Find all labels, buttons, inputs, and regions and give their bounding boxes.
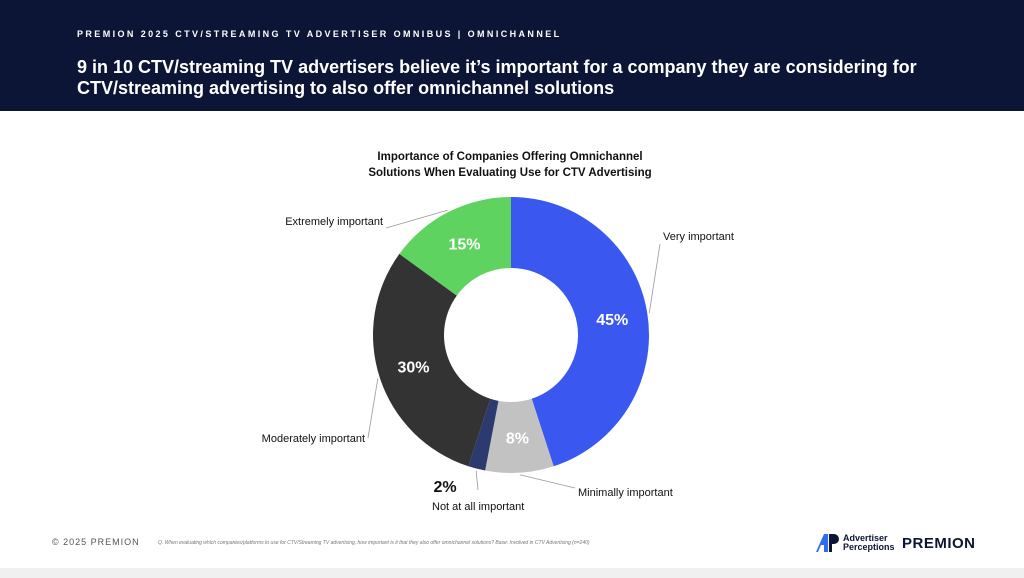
- slice-value-label: 8%: [506, 430, 529, 447]
- category-label: Moderately important: [262, 433, 365, 445]
- eyebrow-title: PREMION 2025 CTV/STREAMING TV ADVERTISER…: [77, 29, 562, 39]
- advertiser-perceptions-logo: Advertiser Perceptions: [815, 533, 895, 553]
- leader-line: [519, 474, 576, 489]
- copyright: © 2025 PREMION: [52, 537, 140, 547]
- ap-logo-line2: Perceptions: [843, 542, 895, 552]
- donut-slice-minimally-important: [485, 398, 554, 473]
- chart-title: Importance of Companies Offering Omnicha…: [368, 151, 652, 179]
- header-banner: PREMION 2025 CTV/STREAMING TV ADVERTISER…: [0, 0, 1024, 111]
- donut-slice-very-important: [511, 197, 649, 467]
- donut-slice-moderately-important: [372, 253, 491, 467]
- headline: 9 in 10 CTV/streaming TV advertisers bel…: [77, 57, 917, 98]
- leader-line: [367, 378, 379, 439]
- slice-value-label: 30%: [398, 360, 430, 377]
- donut-slice-not-at-all-important: [468, 398, 499, 471]
- category-label: Extremely important: [285, 216, 383, 228]
- leader-line: [385, 209, 448, 229]
- donut-slice-extremely-important: [399, 197, 511, 296]
- category-label: Minimally important: [578, 487, 673, 499]
- footnote: Q. When evaluating which companies/platf…: [158, 540, 590, 546]
- category-label: Very important: [663, 231, 734, 243]
- slice-value-label: 2%: [433, 479, 456, 496]
- category-label: Not at all important: [432, 501, 524, 513]
- leader-line: [648, 243, 661, 314]
- premion-logo: PREMION: [902, 535, 976, 552]
- ap-logo-icon: [816, 534, 839, 552]
- bottom-rule: [0, 568, 1024, 578]
- leader-line: [475, 470, 479, 491]
- ap-logo-line1: Advertiser: [843, 533, 888, 543]
- slice-value-label: 15%: [448, 237, 480, 254]
- slice-value-label: 45%: [596, 312, 628, 329]
